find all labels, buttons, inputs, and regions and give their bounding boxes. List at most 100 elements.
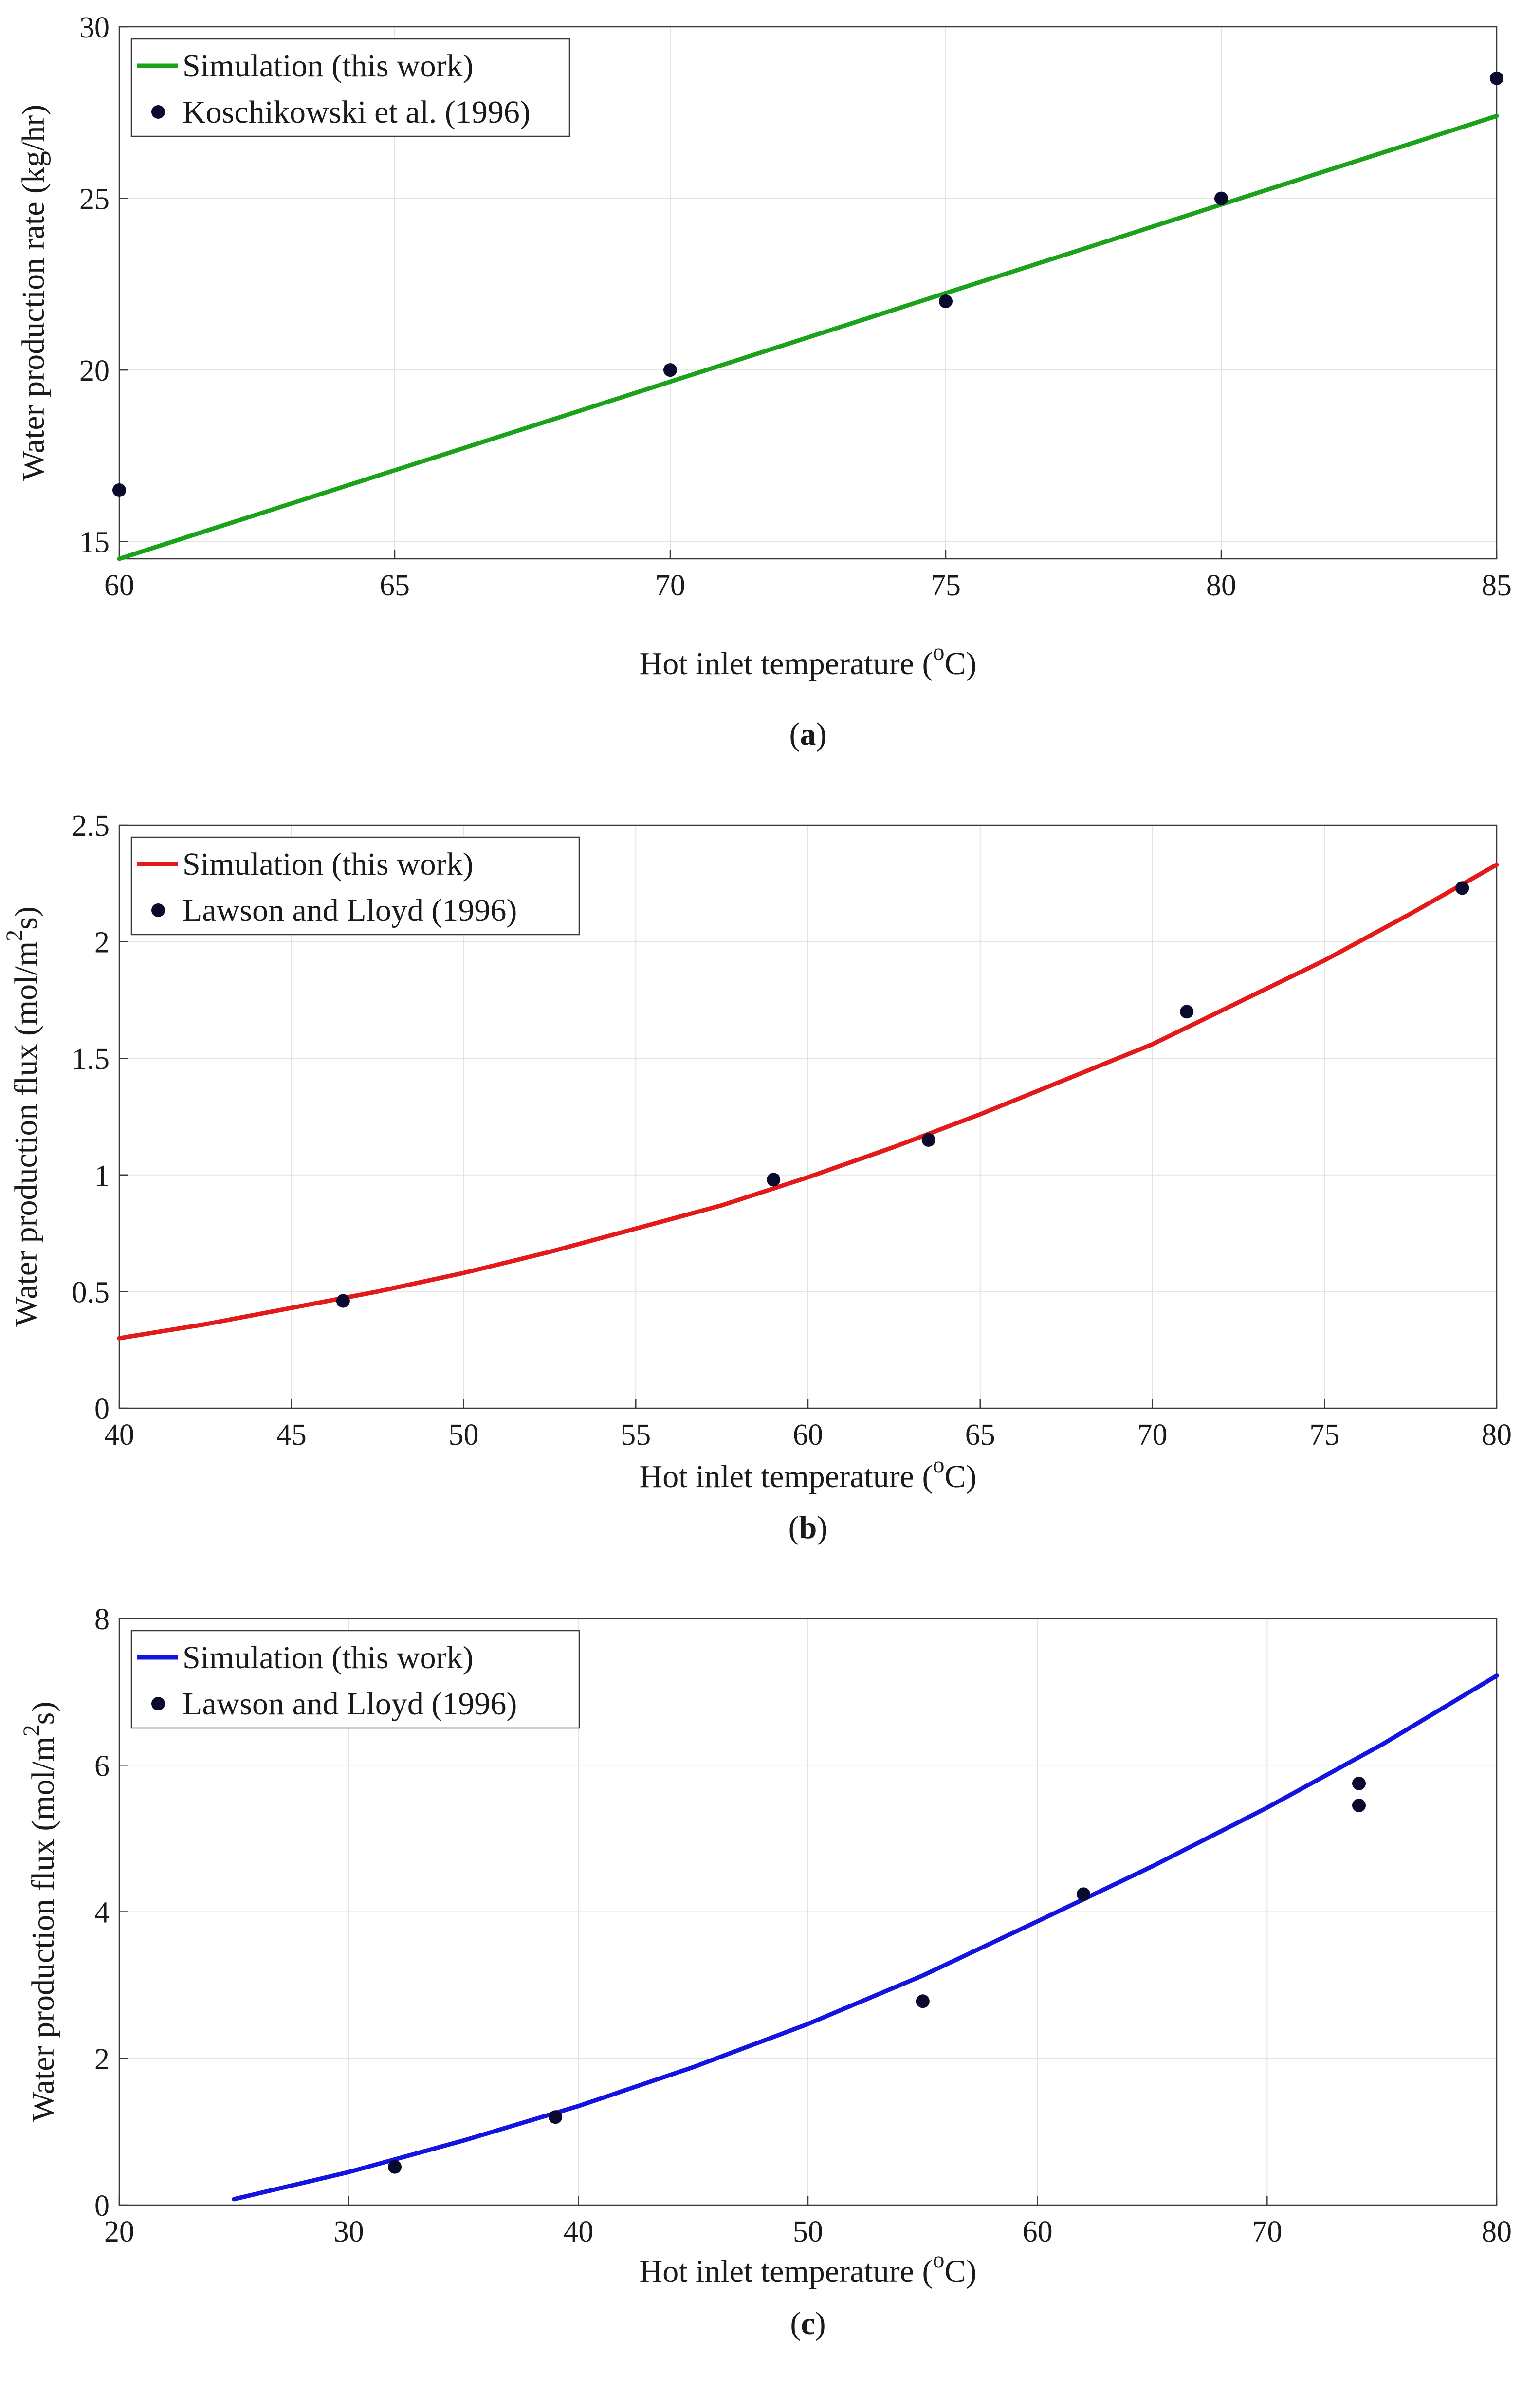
x-axis-label: Hot inlet temperature (oC) [640, 639, 977, 681]
y-axis-label-tail: s) [8, 906, 44, 930]
data-point [1455, 881, 1469, 895]
x-axis-label-tail: C) [944, 1459, 976, 1494]
data-point [1180, 1005, 1194, 1019]
y-tick-label: 6 [94, 1749, 110, 1783]
y-axis-label-main: Water production rate (kg/hr) [16, 105, 51, 481]
y-axis-label: Water production flux (mol/m2s) [1, 906, 44, 1327]
series-line-simulation [117, 863, 1499, 1341]
x-axis-label-sup: o [933, 639, 944, 665]
data-point [549, 2110, 563, 2124]
y-tick-label: 2.5 [72, 809, 110, 843]
y-axis-label: Water production flux (mol/m2s) [18, 1702, 61, 2122]
y-tick-label: 8 [94, 1603, 110, 1636]
y-tick-label: 1 [94, 1159, 110, 1193]
series-line-simulation [117, 113, 1499, 561]
legend-entry-label: Koschikowski et al. (1996) [183, 94, 531, 130]
panel-caption: (a) [789, 717, 827, 752]
legend-entry-label: Lawson and Lloyd (1996) [183, 893, 517, 928]
x-tick-label: 65 [965, 1418, 995, 1452]
y-axis-label-tail: s) [25, 1702, 61, 1725]
y-axis-label-sup: 2 [1, 930, 27, 941]
caption-letter: b [799, 1510, 817, 1545]
data-point [112, 483, 126, 497]
x-tick-label: 40 [563, 2215, 593, 2248]
y-axis-label-main: Water production flux (mol/m [8, 941, 44, 1327]
data-point [663, 363, 677, 377]
data-point [336, 1294, 350, 1308]
x-axis-label-main: Hot inlet temperature ( [640, 1459, 933, 1494]
legend-marker-swatch [151, 903, 165, 917]
x-axis-label-sup: o [933, 2247, 944, 2273]
caption-close: ) [815, 2306, 826, 2341]
data-point [1352, 1799, 1366, 1813]
y-tick-label: 1.5 [72, 1043, 110, 1076]
x-tick-label: 45 [276, 1418, 307, 1452]
legend-box [130, 836, 580, 936]
x-tick-label: 60 [793, 1418, 823, 1452]
legend-entry-label: Lawson and Lloyd (1996) [183, 1686, 517, 1722]
x-tick-label: 75 [1309, 1418, 1339, 1452]
data-point [1352, 1776, 1366, 1790]
x-tick-label: 80 [1206, 569, 1236, 602]
plot-area-frame [118, 26, 1498, 560]
caption-letter: c [801, 2306, 815, 2341]
y-tick-label: 15 [79, 526, 110, 559]
legend-box [130, 38, 570, 137]
legend-box [130, 1630, 580, 1729]
data-point [388, 2160, 402, 2174]
x-tick-label: 55 [621, 1418, 651, 1452]
x-axis-label-main: Hot inlet temperature ( [640, 646, 933, 681]
data-point [921, 1133, 935, 1147]
x-tick-label: 65 [380, 569, 410, 602]
x-tick-label: 30 [334, 2215, 364, 2248]
legend-entry-label: Simulation (this work) [183, 846, 474, 882]
chart-panel-a: 60 65 70 75 80 85 15 20 25 30 Hot inlet temperatur… [16, 11, 1512, 752]
y-tick-label: 0.5 [72, 1276, 110, 1309]
y-tick-label: 2 [94, 926, 110, 959]
caption-close: ) [816, 717, 827, 752]
x-tick-label: 70 [1252, 2215, 1282, 2248]
x-axis-label-tail: C) [944, 646, 976, 681]
x-tick-label: 60 [1023, 2215, 1053, 2248]
caption-close: ) [817, 1510, 827, 1545]
series-line-simulation [232, 1673, 1499, 2202]
legend-entry-label: Simulation (this work) [183, 1640, 474, 1675]
x-axis-label-sup: o [933, 1452, 944, 1478]
x-axis-label: Hot inlet temperature (oC) [640, 1452, 977, 1494]
y-tick-label: 0 [94, 2189, 110, 2223]
x-tick-label: 80 [1482, 2215, 1512, 2248]
data-point [939, 294, 953, 309]
y-tick-label: 2 [94, 2043, 110, 2076]
panel-caption: (b) [788, 1510, 828, 1545]
caption-open: ( [788, 1510, 799, 1545]
x-tick-label: 85 [1482, 569, 1512, 602]
x-tick-label: 50 [449, 1418, 479, 1452]
data-point [1077, 1887, 1090, 1901]
legend: Simulation (this work) Lawson and Lloyd (… [130, 1630, 580, 1729]
legend-marker-swatch [151, 105, 165, 119]
data-point [916, 1994, 930, 2008]
x-tick-label: 20 [104, 2215, 134, 2248]
data-point [1490, 71, 1503, 85]
y-axis-label-main: Water production flux (mol/m [25, 1736, 61, 2122]
caption-letter: a [800, 717, 816, 752]
x-tick-label: 70 [1137, 1418, 1168, 1452]
legend: Simulation (this work) Lawson and Lloyd (… [130, 836, 580, 936]
x-axis-label-tail: C) [944, 2254, 976, 2289]
x-tick-label: 40 [104, 1418, 134, 1452]
x-axis-label-main: Hot inlet temperature ( [640, 2254, 933, 2289]
x-tick-label: 60 [104, 569, 134, 602]
data-point [767, 1173, 781, 1187]
y-tick-label: 0 [94, 1393, 110, 1426]
data-point [1214, 191, 1228, 205]
caption-open: ( [790, 2306, 801, 2341]
legend-entry-label: Simulation (this work) [183, 48, 474, 84]
panel-caption: (c) [790, 2306, 825, 2341]
legend: Simulation (this work) Koschikowski et al… [130, 38, 570, 137]
caption-open: ( [789, 717, 800, 752]
legend-marker-swatch [151, 1697, 165, 1710]
y-axis-label-sup: 2 [18, 1725, 44, 1736]
x-tick-label: 70 [655, 569, 685, 602]
chart-panel-c: 20 30 40 50 60 70 80 0 2 4 6 8 Hot inlet temperature… [18, 1603, 1512, 2341]
